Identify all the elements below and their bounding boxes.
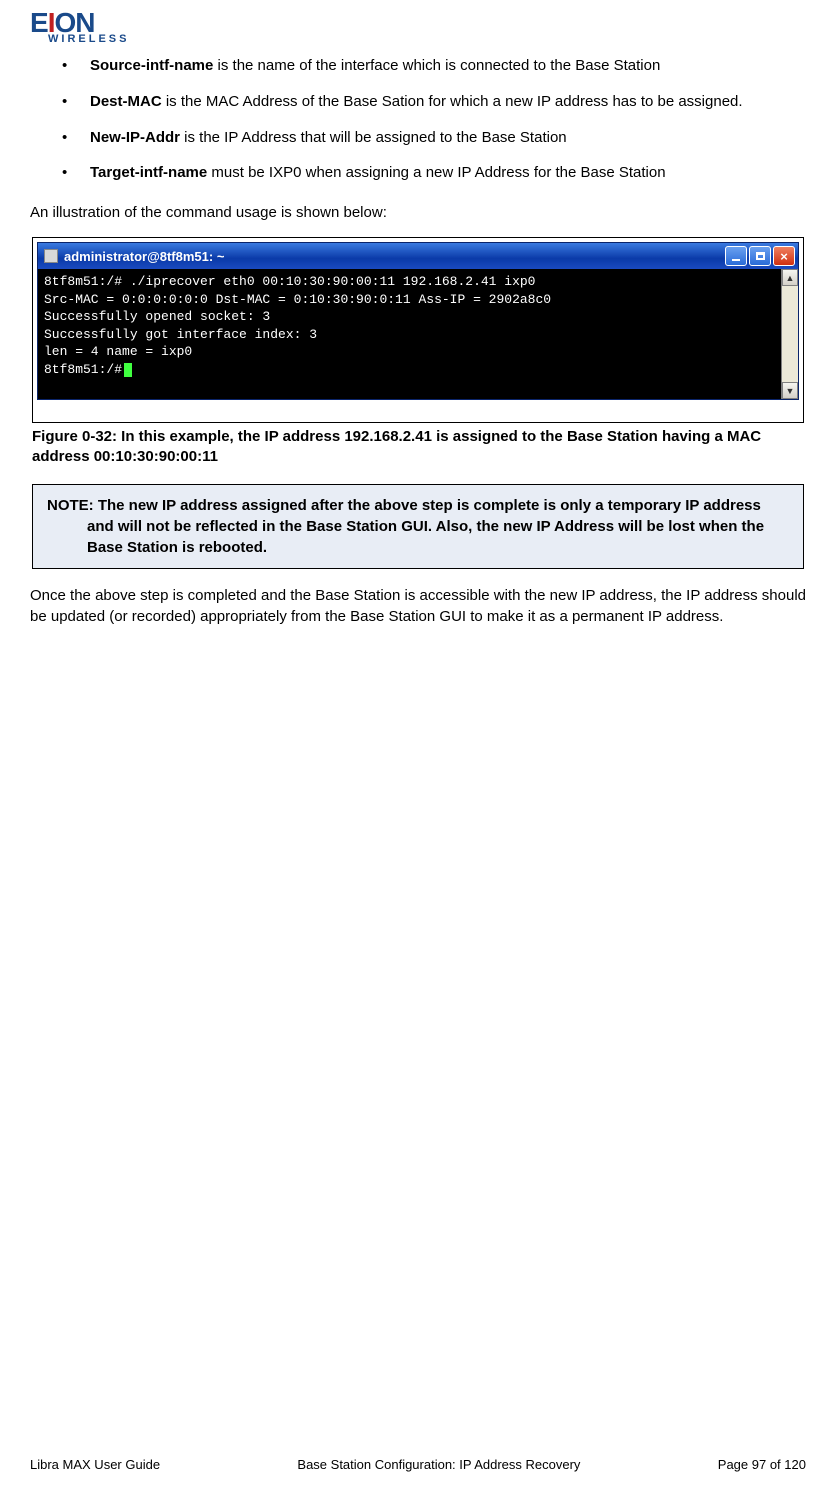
close-icon: ×: [780, 250, 788, 263]
console-line: Successfully got interface index: 3: [44, 326, 775, 344]
definition-text: must be IXP0 when assigning a new IP Add…: [207, 164, 665, 181]
brand-logo: EION WIRELESS: [30, 10, 806, 45]
window-app-icon: [44, 249, 58, 263]
console-line: Src-MAC = 0:0:0:0:0:0 Dst-MAC = 0:10:30:…: [44, 291, 775, 309]
note-content: NOTE: The new IP address assigned after …: [47, 495, 789, 558]
console-line: 8tf8m51:/#: [44, 362, 122, 377]
window-controls: ×: [725, 246, 795, 266]
term: New-IP-Addr: [90, 129, 180, 146]
figure-caption: Figure 0-32: In this example, the IP add…: [32, 427, 804, 468]
console-prompt-line: 8tf8m51:/#: [44, 361, 775, 379]
scroll-up-button[interactable]: ▲: [782, 269, 798, 286]
minimize-icon: [732, 259, 740, 261]
list-item: Source-intf-name is the name of the inte…: [30, 55, 806, 77]
logo-text: EION: [30, 10, 806, 35]
footer-right: Page 97 of 120: [718, 1457, 806, 1472]
scroll-track[interactable]: [782, 286, 798, 382]
maximize-button[interactable]: [749, 246, 771, 266]
logo-letter: E: [30, 7, 48, 38]
list-item: New-IP-Addr is the IP Address that will …: [30, 127, 806, 149]
cursor-icon: [124, 363, 132, 377]
definition-text: is the MAC Address of the Base Sation fo…: [162, 93, 743, 110]
closing-paragraph: Once the above step is completed and the…: [30, 585, 806, 627]
console-line: 8tf8m51:/# ./iprecover eth0 00:10:30:90:…: [44, 273, 775, 291]
console-line: len = 4 name = ixp0: [44, 343, 775, 361]
terminal-console[interactable]: 8tf8m51:/# ./iprecover eth0 00:10:30:90:…: [38, 269, 781, 399]
maximize-icon: [756, 252, 765, 260]
window-title: administrator@8tf8m51: ~: [64, 249, 725, 264]
minimize-button[interactable]: [725, 246, 747, 266]
scroll-down-button[interactable]: ▼: [782, 382, 798, 399]
figure-frame: administrator@8tf8m51: ~ × 8tf8m51:/# ./…: [32, 237, 804, 423]
note-text: The new IP address assigned after the ab…: [87, 497, 764, 556]
console-line: Successfully opened socket: 3: [44, 308, 775, 326]
close-button[interactable]: ×: [773, 246, 795, 266]
list-item: Dest-MAC is the MAC Address of the Base …: [30, 91, 806, 113]
list-item: Target-intf-name must be IXP0 when assig…: [30, 162, 806, 184]
vertical-scrollbar[interactable]: ▲ ▼: [781, 269, 798, 399]
intro-paragraph: An illustration of the command usage is …: [30, 202, 806, 223]
page-footer: Libra MAX User Guide Base Station Config…: [30, 1457, 806, 1472]
definition-text: is the name of the interface which is co…: [213, 57, 660, 74]
note-label: NOTE:: [47, 497, 94, 514]
window-titlebar: administrator@8tf8m51: ~ ×: [38, 243, 798, 269]
term: Source-intf-name: [90, 57, 213, 74]
window-body: 8tf8m51:/# ./iprecover eth0 00:10:30:90:…: [38, 269, 798, 399]
terminal-window: administrator@8tf8m51: ~ × 8tf8m51:/# ./…: [37, 242, 799, 400]
definition-text: is the IP Address that will be assigned …: [180, 129, 567, 146]
note-box: NOTE: The new IP address assigned after …: [32, 484, 804, 569]
footer-center: Base Station Configuration: IP Address R…: [297, 1457, 580, 1472]
logo-subtext: WIRELESS: [48, 33, 806, 45]
term: Dest-MAC: [90, 93, 162, 110]
footer-left: Libra MAX User Guide: [30, 1457, 160, 1472]
definition-list: Source-intf-name is the name of the inte…: [30, 55, 806, 184]
term: Target-intf-name: [90, 164, 207, 181]
